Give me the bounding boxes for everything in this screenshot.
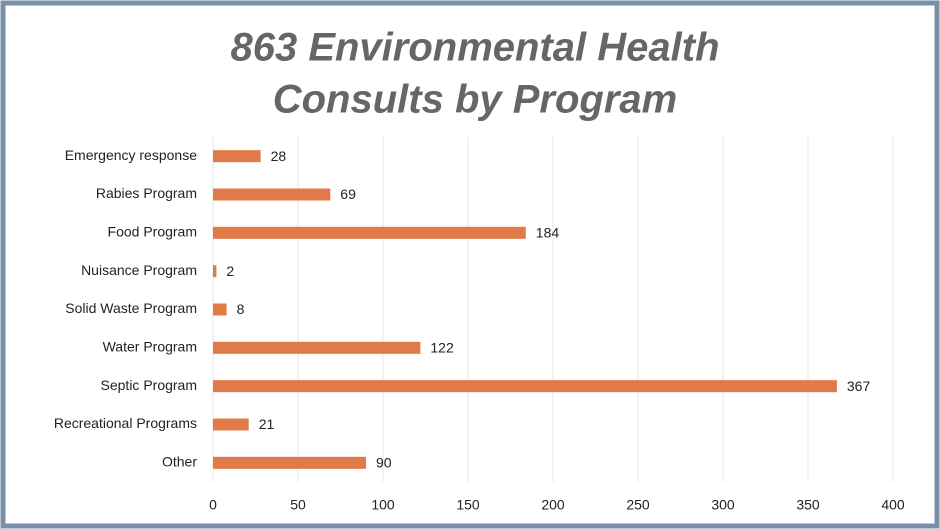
bar <box>213 226 526 239</box>
bar <box>213 380 837 393</box>
value-label: 21 <box>259 416 275 432</box>
bar <box>213 341 421 354</box>
bar <box>213 188 331 201</box>
x-tick-label: 200 <box>541 497 565 513</box>
y-tick-label: Nuisance Program <box>81 262 197 278</box>
value-label: 28 <box>271 148 287 164</box>
x-tick-label: 50 <box>290 497 306 513</box>
bar <box>213 265 217 278</box>
y-tick-label: Septic Program <box>101 377 197 393</box>
x-tick-label: 350 <box>796 497 820 513</box>
x-tick-label: 0 <box>209 497 217 513</box>
x-tick-label: 100 <box>371 497 395 513</box>
y-tick-label: Food Program <box>108 224 197 240</box>
value-label: 69 <box>340 186 356 202</box>
value-label: 90 <box>376 455 392 471</box>
y-tick-label: Emergency response <box>65 147 198 163</box>
y-tick-label: Other <box>162 454 197 470</box>
chart-title: 863 Environmental Health <box>230 26 719 70</box>
value-label: 8 <box>237 301 245 317</box>
chart-title: Consults by Program <box>273 78 678 122</box>
y-tick-label: Water Program <box>103 339 197 355</box>
bar <box>213 418 249 431</box>
x-tick-label: 300 <box>711 497 735 513</box>
y-tick-label: Solid Waste Program <box>65 300 197 316</box>
bar <box>213 303 227 316</box>
value-label: 122 <box>430 340 454 356</box>
value-label: 184 <box>536 225 560 241</box>
value-label: 367 <box>847 378 871 394</box>
bar <box>213 456 366 469</box>
value-label: 2 <box>226 263 234 279</box>
x-tick-label: 150 <box>456 497 480 513</box>
x-tick-label: 250 <box>626 497 650 513</box>
bar <box>213 150 261 163</box>
y-tick-label: Recreational Programs <box>54 415 197 431</box>
x-tick-label: 400 <box>881 497 905 513</box>
y-tick-label: Rabies Program <box>96 185 197 201</box>
